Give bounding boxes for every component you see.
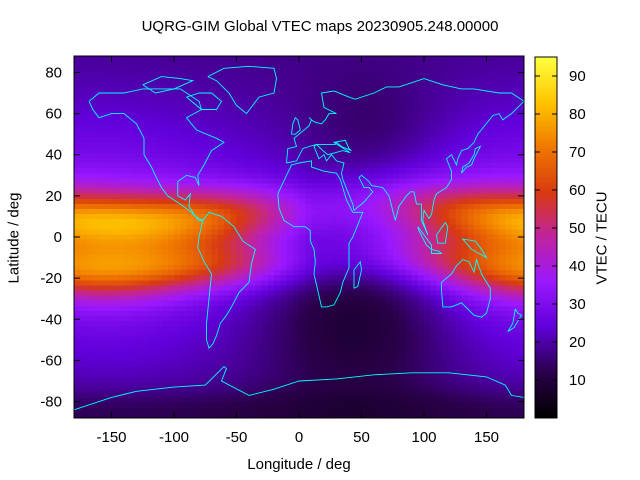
colorbar-tick-label: 50	[569, 220, 586, 237]
colorbar-frame	[534, 56, 558, 419]
coastline-5	[74, 365, 524, 411]
y-tick-label: -40	[40, 311, 62, 328]
x-tick-label: 50	[353, 429, 370, 446]
y-tick-label: 0	[54, 229, 62, 246]
x-axis-label: Longitude / deg	[247, 456, 351, 473]
colorbar-axis: 10 20 30 40 50 60 70 80 90	[535, 68, 586, 389]
coastline-3	[286, 78, 524, 236]
coastline-4	[441, 257, 491, 318]
colorbar	[535, 57, 557, 418]
colorbar-tick-label: 40	[569, 258, 586, 275]
colorbar-tick-label: 10	[569, 372, 586, 389]
coastline-14	[436, 221, 449, 244]
colorbar-tick-label: 90	[569, 68, 586, 85]
coastline-7	[291, 116, 301, 135]
coastline-15	[431, 248, 443, 254]
x-tick-label: 0	[295, 429, 303, 446]
coastline-10	[186, 92, 223, 110]
x-axis: -150 -100 -50 0 50 100 150	[96, 56, 499, 446]
vtec-heatmap	[74, 56, 524, 418]
chart-title: UQRG-GIM Global VTEC maps 20230905.248.0…	[141, 18, 499, 35]
coastline-12	[461, 238, 488, 259]
y-tick-label: 20	[45, 188, 62, 205]
x-tick-label: 150	[474, 429, 499, 446]
coastline-6	[207, 65, 277, 115]
y-tick-label: -80	[40, 394, 62, 411]
y-tick-label: -20	[40, 270, 62, 287]
colorbar-tick-label: 80	[569, 106, 586, 123]
coastline-2	[277, 160, 364, 308]
coastline-16	[507, 308, 523, 332]
y-tick-label: 60	[45, 106, 62, 123]
colorbar-tick-label: 20	[569, 334, 586, 351]
x-tick-label: 100	[411, 429, 436, 446]
coastlines	[74, 65, 524, 411]
y-tick-label: 80	[45, 64, 62, 81]
colorbar-tick-label: 70	[569, 144, 586, 161]
y-tick-label: 40	[45, 147, 62, 164]
x-tick-label: -100	[159, 429, 189, 446]
y-axis-label: Latitude / deg	[5, 192, 23, 284]
colorbar-label: VTEC / TECU	[593, 191, 611, 285]
colorbar-tick-label: 30	[569, 296, 586, 313]
coastline-9	[353, 260, 362, 289]
coastline-8	[461, 145, 482, 174]
y-tick-label: -60	[40, 352, 62, 369]
x-tick-label: -150	[96, 429, 126, 446]
x-tick-label: -50	[226, 429, 248, 446]
y-axis: -80 -60 -40 -20 0 20 40 60 80	[40, 64, 524, 411]
coastline-0	[88, 88, 225, 221]
coastline-11	[142, 76, 195, 94]
colorbar-tick-label: 60	[569, 182, 586, 199]
coastline-1	[197, 211, 256, 349]
